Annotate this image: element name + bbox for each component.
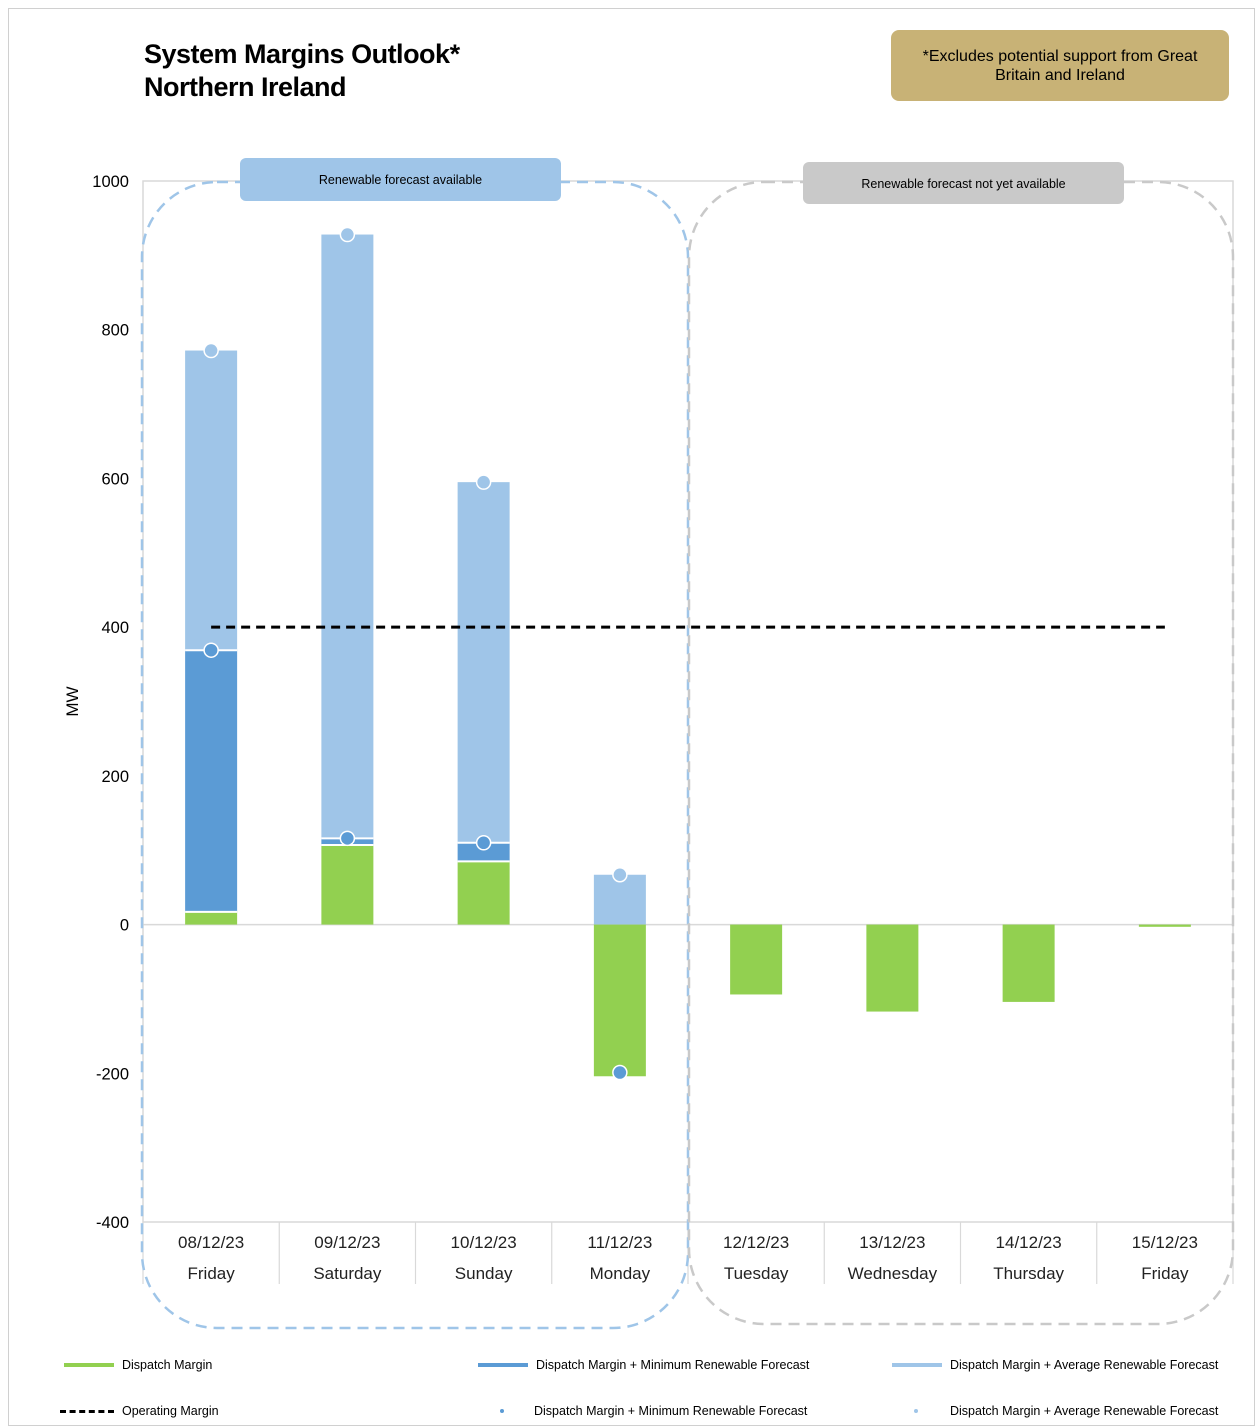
not-available-panel-outline <box>687 180 1235 1326</box>
bar-avg-renewable <box>457 482 510 843</box>
y-tick-label: -400 <box>96 1214 129 1232</box>
legend-min-marker: Dispatch Margin + Minimum Renewable Fore… <box>500 1401 807 1421</box>
x-tick-day: Tuesday <box>724 1264 789 1283</box>
x-tick-day: Monday <box>590 1264 651 1283</box>
legend-avg-marker: Dispatch Margin + Average Renewable Fore… <box>914 1401 1218 1421</box>
bar-dispatch <box>321 845 374 925</box>
bar-dispatch <box>1138 924 1191 927</box>
min-renewable-marker <box>475 835 492 851</box>
available-panel-label: Renewable forecast available <box>319 173 482 187</box>
legend-min-renewable: Dispatch Margin + Minimum Renewable Fore… <box>478 1355 809 1375</box>
legend-avg-renewable-swatch <box>892 1363 942 1367</box>
title-line-1: System Margins Outlook* <box>144 39 460 69</box>
y-tick-label: 400 <box>101 619 129 637</box>
title-line-2: Northern Ireland <box>144 72 347 102</box>
available-panel-header <box>240 158 561 201</box>
y-tick-label: 600 <box>101 470 129 488</box>
bar-dispatch <box>1002 924 1055 1002</box>
legend-operating: Operating Margin <box>60 1401 219 1421</box>
legend-operating-swatch <box>60 1409 114 1413</box>
x-tick-date: 13/12/23 <box>859 1233 925 1252</box>
bar-dispatch <box>730 924 783 995</box>
x-tick-date: 15/12/23 <box>1132 1233 1198 1252</box>
x-tick-day: Friday <box>188 1264 236 1283</box>
x-tick-day: Thursday <box>993 1264 1064 1283</box>
x-tick-date: 08/12/23 <box>178 1233 244 1252</box>
bar-avg-renewable <box>185 350 238 651</box>
avg-renewable-marker <box>339 226 356 243</box>
legend-dispatch-label: Dispatch Margin <box>122 1358 213 1372</box>
not-available-panel-label: Renewable forecast not yet available <box>861 177 1065 191</box>
avg-renewable-marker <box>612 867 628 883</box>
legend-dispatch: Dispatch Margin <box>64 1355 212 1375</box>
min-renewable-marker <box>612 1064 628 1081</box>
y-tick-label: 200 <box>101 768 129 786</box>
x-tick-date: 09/12/23 <box>314 1233 380 1252</box>
x-tick-date: 12/12/23 <box>723 1233 789 1252</box>
y-tick-label: 0 <box>120 917 129 935</box>
avg-renewable-marker <box>203 342 219 359</box>
y-tick-label: 1000 <box>92 173 129 191</box>
x-tick-day: Sunday <box>455 1264 513 1283</box>
legend-avg-marker-swatch <box>914 1409 918 1413</box>
y-axis-label: MW <box>63 686 82 716</box>
avg-renewable-marker <box>475 474 492 490</box>
x-tick-date: 14/12/23 <box>996 1233 1062 1252</box>
legend-operating-label: Operating Margin <box>122 1404 219 1418</box>
legend-min-marker-label: Dispatch Margin + Minimum Renewable Fore… <box>534 1404 808 1418</box>
min-renewable-marker <box>203 642 219 658</box>
legend-avg-renewable-label: Dispatch Margin + Average Renewable Fore… <box>950 1358 1219 1372</box>
support-note: *Excludes potential support from Great B… <box>891 30 1229 101</box>
legend-min-renewable-label: Dispatch Margin + Minimum Renewable Fore… <box>536 1358 810 1372</box>
bar-avg-renewable <box>321 234 374 839</box>
chart-title: System Margins Outlook* Northern Ireland <box>144 38 460 104</box>
not-available-panel-header <box>803 162 1124 204</box>
bar-dispatch <box>866 924 919 1012</box>
legend-min-marker-swatch <box>500 1409 504 1413</box>
x-tick-day: Saturday <box>313 1264 382 1283</box>
chart-frame <box>8 8 1255 1426</box>
legend-avg-marker-label: Dispatch Margin + Average Renewable Fore… <box>950 1404 1219 1418</box>
x-tick-day: Wednesday <box>848 1264 938 1283</box>
legend-dispatch-swatch <box>64 1363 114 1367</box>
x-tick-date: 11/12/23 <box>587 1233 652 1252</box>
bar-min-renewable <box>185 650 238 912</box>
min-renewable-marker <box>339 830 356 847</box>
x-tick-day: Friday <box>1141 1264 1189 1283</box>
bar-avg-renewable <box>593 874 646 925</box>
bar-dispatch <box>185 911 238 925</box>
bar-dispatch <box>457 861 510 925</box>
bar-dispatch <box>593 924 646 1077</box>
support-note-text: *Excludes potential support from Great B… <box>922 47 1198 84</box>
legend-min-renewable-swatch <box>478 1363 528 1367</box>
y-tick-label: 800 <box>101 322 129 340</box>
bar-min-renewable <box>457 842 510 862</box>
x-tick-date: 10/12/23 <box>451 1233 517 1252</box>
y-tick-label: -200 <box>96 1065 129 1083</box>
legend-avg-renewable: Dispatch Margin + Average Renewable Fore… <box>892 1355 1218 1375</box>
